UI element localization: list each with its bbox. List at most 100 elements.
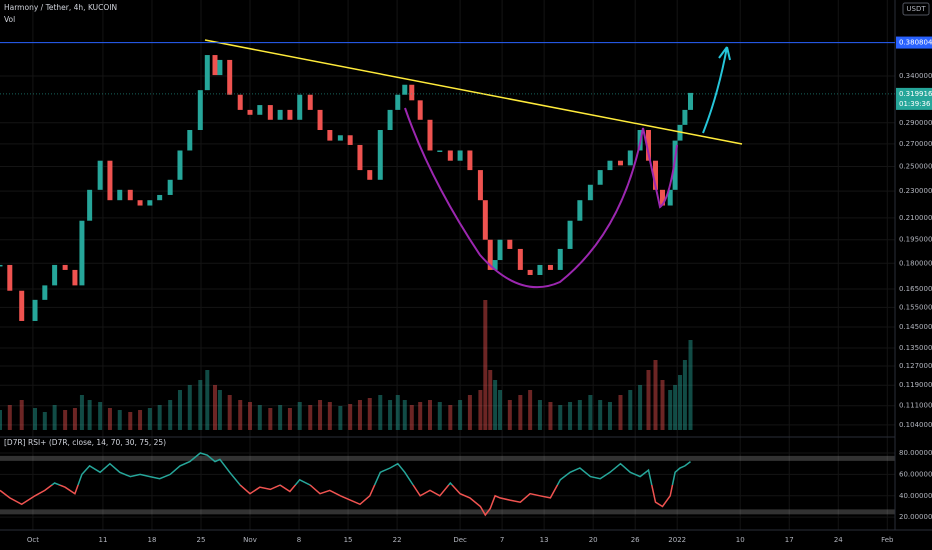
candle — [672, 140, 678, 190]
volume-bar — [607, 402, 612, 430]
candle — [32, 299, 38, 321]
candle — [204, 55, 210, 91]
x-tick-label: 22 — [393, 536, 402, 544]
candle — [197, 90, 203, 131]
volume-bar — [478, 390, 483, 430]
volume-bar — [660, 380, 665, 430]
volume-bar — [63, 410, 68, 430]
volume-bar — [205, 370, 210, 430]
candle — [42, 285, 48, 300]
volume-bar — [598, 400, 603, 430]
candle — [367, 170, 373, 180]
volume-bar — [568, 402, 573, 430]
candle — [645, 130, 651, 161]
candle — [427, 119, 433, 151]
volume-bar — [33, 408, 38, 430]
candle — [307, 94, 313, 110]
candle — [437, 150, 443, 152]
volume-bar — [395, 395, 400, 430]
candle — [547, 264, 553, 270]
candle — [317, 109, 323, 131]
x-tick-label: 25 — [197, 536, 206, 544]
x-tick-label: Feb — [881, 536, 894, 544]
volume-bar — [467, 395, 472, 430]
volume-bar — [187, 385, 192, 430]
candle — [0, 264, 3, 267]
volume-bar — [138, 410, 143, 430]
volume-bar — [318, 400, 323, 430]
level-tag-label: 0.380804 — [899, 39, 932, 47]
volume-bar — [79, 395, 84, 430]
x-tick-label: 20 — [589, 536, 598, 544]
volume-bar — [268, 408, 273, 430]
volume-bar — [117, 410, 122, 430]
candle — [297, 94, 303, 120]
candle — [277, 109, 283, 120]
candle — [527, 269, 533, 275]
volume-bar — [107, 408, 112, 430]
candle — [19, 290, 25, 321]
candle — [212, 55, 218, 76]
volume-bar — [458, 400, 463, 430]
x-tick-label: 18 — [148, 536, 157, 544]
volume-bar — [128, 412, 133, 430]
x-tick-label: 24 — [834, 536, 843, 544]
volume-bar — [646, 370, 651, 430]
volume-bar — [448, 405, 453, 430]
candle — [487, 239, 493, 270]
volume-bar — [548, 402, 553, 430]
candle — [607, 160, 613, 171]
candle — [107, 160, 113, 201]
candle — [127, 189, 133, 201]
candle — [327, 130, 333, 141]
volume-bar — [177, 390, 182, 430]
currency-label: USDT — [906, 5, 926, 13]
candle — [482, 200, 488, 240]
volume-bar — [483, 300, 488, 430]
volume-bar — [257, 405, 262, 430]
y-tick-label: 0.111000 — [899, 402, 932, 410]
candle — [659, 189, 665, 206]
x-tick-label: 11 — [98, 536, 107, 544]
candle — [337, 135, 343, 141]
currency-box — [902, 2, 930, 16]
last-price-tag — [896, 87, 932, 110]
volume-bar — [248, 402, 253, 430]
volume-bar — [52, 405, 57, 430]
candle — [597, 170, 603, 185]
candle — [62, 264, 68, 270]
last-price-label: 0.319916 — [899, 90, 932, 98]
x-tick-label: 17 — [785, 536, 794, 544]
candle — [652, 160, 658, 190]
volume-bar — [227, 395, 232, 430]
y-tick-label: 0.127000 — [899, 362, 932, 370]
volume-bar — [238, 400, 243, 430]
candle — [117, 189, 123, 201]
volume-bar — [628, 390, 633, 430]
volume-bar — [297, 402, 302, 430]
volume-bar — [427, 400, 432, 430]
trend-line — [204, 39, 743, 145]
volume-bar — [488, 370, 493, 430]
candle — [167, 179, 173, 195]
volume-bar — [668, 390, 673, 430]
volume-bar — [378, 395, 383, 430]
candle — [97, 160, 103, 190]
y-tick-label: 0.210000 — [899, 214, 932, 222]
x-tick-label: Oct — [27, 536, 39, 544]
candle — [457, 150, 463, 161]
volume-bar — [498, 390, 503, 430]
x-tick-label: 8 — [297, 536, 301, 544]
candle — [287, 109, 293, 120]
volume-bar — [688, 340, 693, 430]
volume-bar — [87, 400, 92, 430]
volume-bar — [147, 408, 152, 430]
candle — [267, 105, 273, 120]
candle — [147, 200, 153, 206]
candle — [557, 248, 563, 270]
candle — [387, 109, 393, 131]
x-tick-label: 26 — [631, 536, 640, 544]
